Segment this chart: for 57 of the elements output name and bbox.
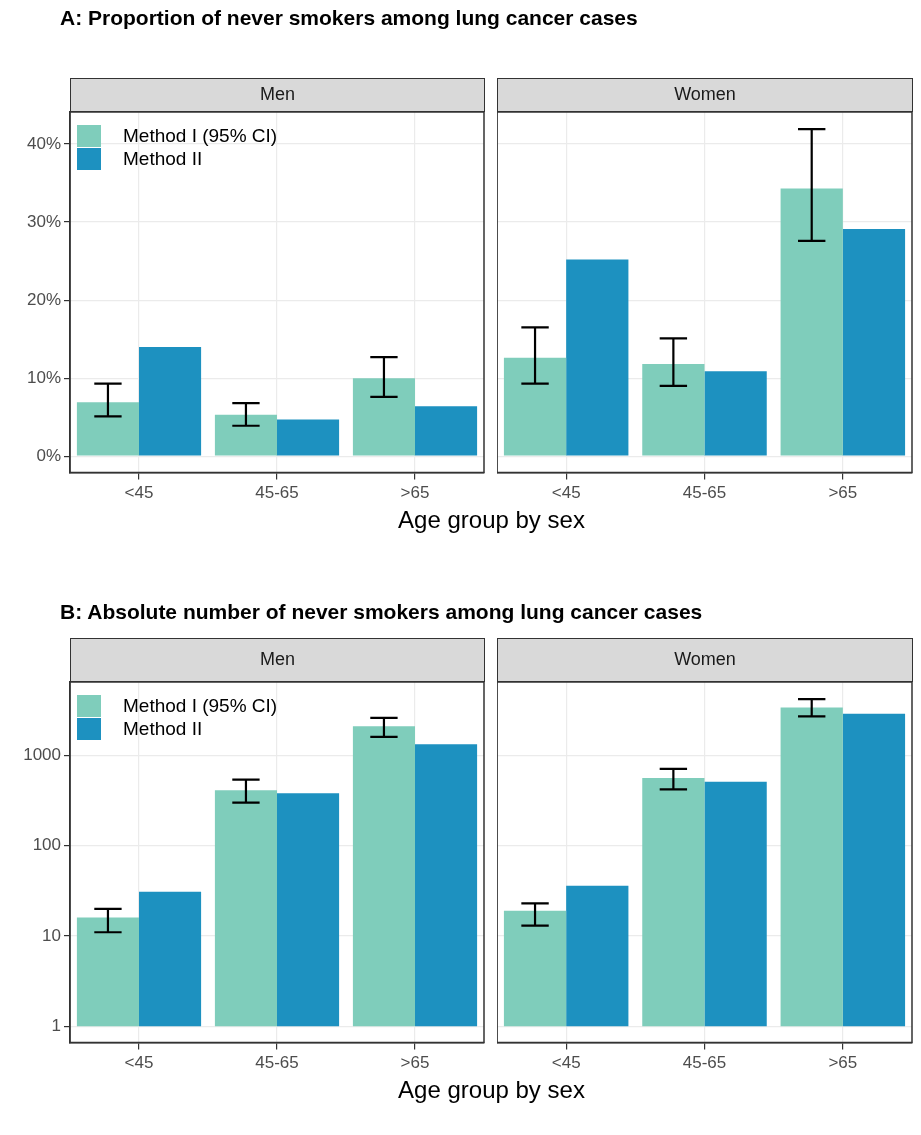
x-tick-label: 45-65 (682, 483, 727, 503)
y-tick-label: 1000 (23, 745, 61, 765)
x-tick-label: 45-65 (255, 1053, 299, 1073)
bar (642, 364, 705, 456)
bar (842, 229, 906, 456)
bar (642, 778, 705, 1027)
chart-subtitle: Men (70, 78, 485, 112)
x-tick-label: >65 (400, 1053, 430, 1073)
x-tick-label: >65 (828, 483, 858, 503)
bar (704, 781, 767, 1027)
x-tick-label: 45-65 (682, 1053, 727, 1073)
bar (76, 917, 139, 1027)
x-axis-title: Age group by sex (397, 1076, 586, 1104)
y-tick-label: 10 (42, 925, 61, 945)
x-tick-label: 45-65 (255, 483, 299, 503)
bar (566, 885, 629, 1027)
bar (842, 713, 906, 1027)
chart-subtitle: Women (497, 78, 913, 112)
bar (780, 707, 843, 1027)
y-tick-label: 100 (32, 835, 61, 855)
bar (704, 371, 767, 456)
x-tick-label: <45 (551, 483, 581, 503)
y-tick-label: 20% (26, 289, 61, 309)
x-axis-title: Age group by sex (397, 506, 586, 534)
bar (415, 406, 478, 456)
legend-label: Method II (123, 147, 203, 170)
x-tick-label: <45 (124, 483, 154, 503)
bar (415, 744, 478, 1027)
y-tick-label: 30% (26, 211, 61, 231)
x-tick-label: >65 (828, 1053, 858, 1073)
legend-label: Method I (95% CI) (123, 124, 278, 147)
y-tick-label: 40% (26, 133, 61, 153)
y-tick-label: 10% (26, 367, 61, 387)
bar (566, 259, 629, 456)
legend-label: Method II (123, 717, 203, 740)
bar (214, 790, 277, 1027)
bar (352, 726, 415, 1027)
chart-title: B: Absolute number of never smokers among lung cancer cases (60, 600, 703, 624)
chart-title: A: Proportion of never smokers among lung cancer cases (60, 6, 638, 30)
y-tick-label: 1 (51, 1015, 61, 1035)
legend-label: Method I (95% CI) (123, 694, 278, 717)
chart-subtitle: Women (497, 638, 913, 682)
bar (352, 378, 415, 456)
bar (780, 188, 843, 456)
bar (503, 910, 567, 1027)
bar (503, 357, 567, 456)
bar (139, 346, 202, 456)
x-tick-label: <45 (551, 1053, 581, 1073)
bar (277, 793, 340, 1027)
bar (277, 419, 340, 456)
bar (214, 414, 277, 456)
chart-subtitle: Men (70, 638, 485, 682)
bar (139, 891, 202, 1027)
x-tick-label: <45 (124, 1053, 154, 1073)
bar (76, 402, 139, 456)
y-tick-label: 0% (36, 445, 61, 465)
x-tick-label: >65 (400, 483, 430, 503)
